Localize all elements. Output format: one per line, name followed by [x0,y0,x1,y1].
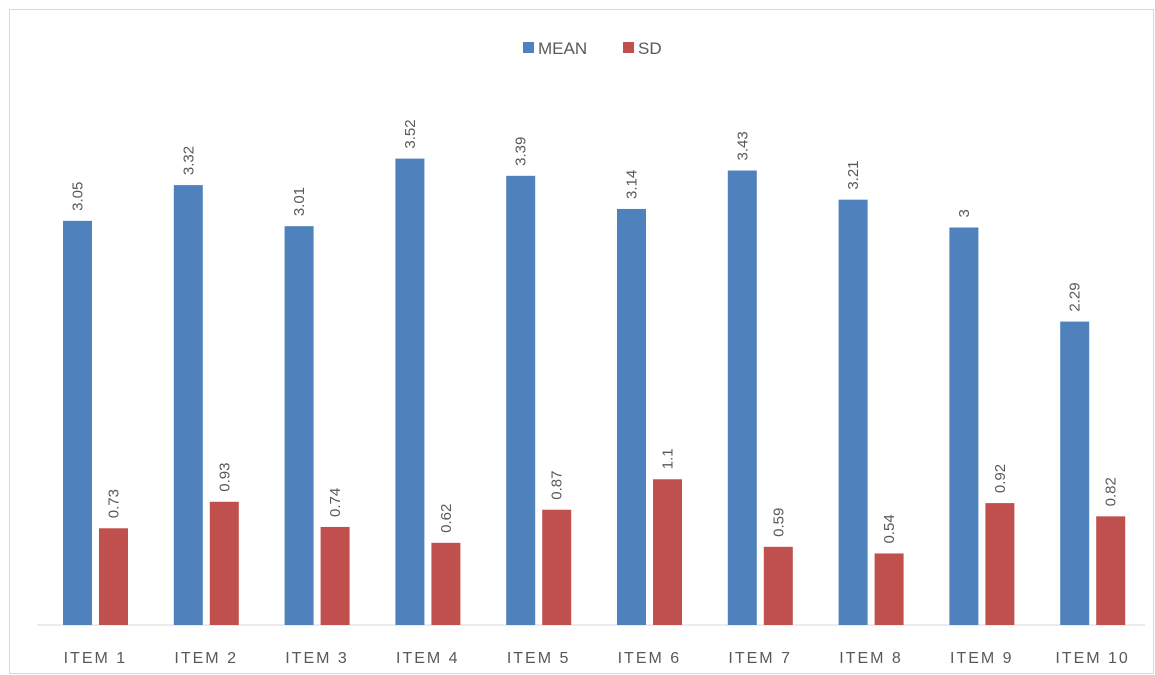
x-tick-label-8: ITEM 8 [839,650,903,667]
bar-mean-8 [838,199,868,626]
legend-label-mean: MEAN [538,39,587,58]
bar-sd-10 [1096,516,1126,625]
bar-mean-2 [173,185,203,625]
x-tick-label-10: ITEM 10 [1055,650,1129,667]
data-label-sd-7: 0.59 [770,508,787,537]
legend-swatch-mean [523,42,534,53]
data-label-mean-9: 3 [956,209,973,217]
data-label-mean-5: 3.39 [513,137,530,166]
data-label-mean-10: 2.29 [1067,282,1084,311]
bar-sd-6 [653,479,682,625]
data-label-mean-7: 3.43 [734,131,751,160]
bar-mean-9 [949,227,979,625]
bar-mean-1 [63,220,92,625]
data-label-sd-2: 0.93 [216,463,233,492]
bar-mean-10 [1060,321,1090,625]
data-label-sd-4: 0.62 [438,504,455,533]
data-label-mean-4: 3.52 [402,119,419,148]
bar-sd-8 [874,553,904,625]
bar-sd-2 [209,501,239,625]
data-label-sd-8: 0.54 [881,514,898,543]
bar-mean-4 [395,158,425,625]
bar-sd-5 [542,509,572,625]
bar-sd-3 [320,526,350,625]
bar-mean-5 [506,175,536,625]
bar-sd-9 [985,503,1015,625]
data-label-sd-5: 0.87 [549,471,566,500]
bar-sd-4 [431,542,461,625]
data-label-mean-2: 3.32 [180,146,197,175]
bar-mean-7 [727,170,757,625]
legend-label-sd: SD [638,39,662,58]
bar-mean-3 [284,226,314,626]
x-tick-label-2: ITEM 2 [174,650,238,667]
bar-sd-1 [99,528,128,625]
data-label-mean-6: 3.14 [624,170,641,199]
x-tick-label-9: ITEM 9 [950,650,1014,667]
data-label-mean-1: 3.05 [70,182,87,211]
x-tick-label-4: ITEM 4 [396,650,460,667]
bar-sd-7 [763,546,793,625]
data-label-mean-3: 3.01 [291,187,308,216]
data-label-sd-9: 0.92 [992,464,1009,493]
legend-swatch-sd [623,42,634,53]
x-tick-label-1: ITEM 1 [64,650,128,667]
x-tick-label-3: ITEM 3 [285,650,349,667]
x-tick-label-7: ITEM 7 [728,650,792,667]
x-tick-label-5: ITEM 5 [507,650,571,667]
data-label-mean-8: 3.21 [845,160,862,189]
data-label-sd-3: 0.74 [327,488,344,517]
data-label-sd-1: 0.73 [106,489,123,518]
data-label-sd-10: 0.82 [1103,477,1120,506]
data-label-sd-6: 1.1 [660,448,677,469]
x-tick-label-6: ITEM 6 [618,650,682,667]
bar-mean-6 [617,208,646,625]
